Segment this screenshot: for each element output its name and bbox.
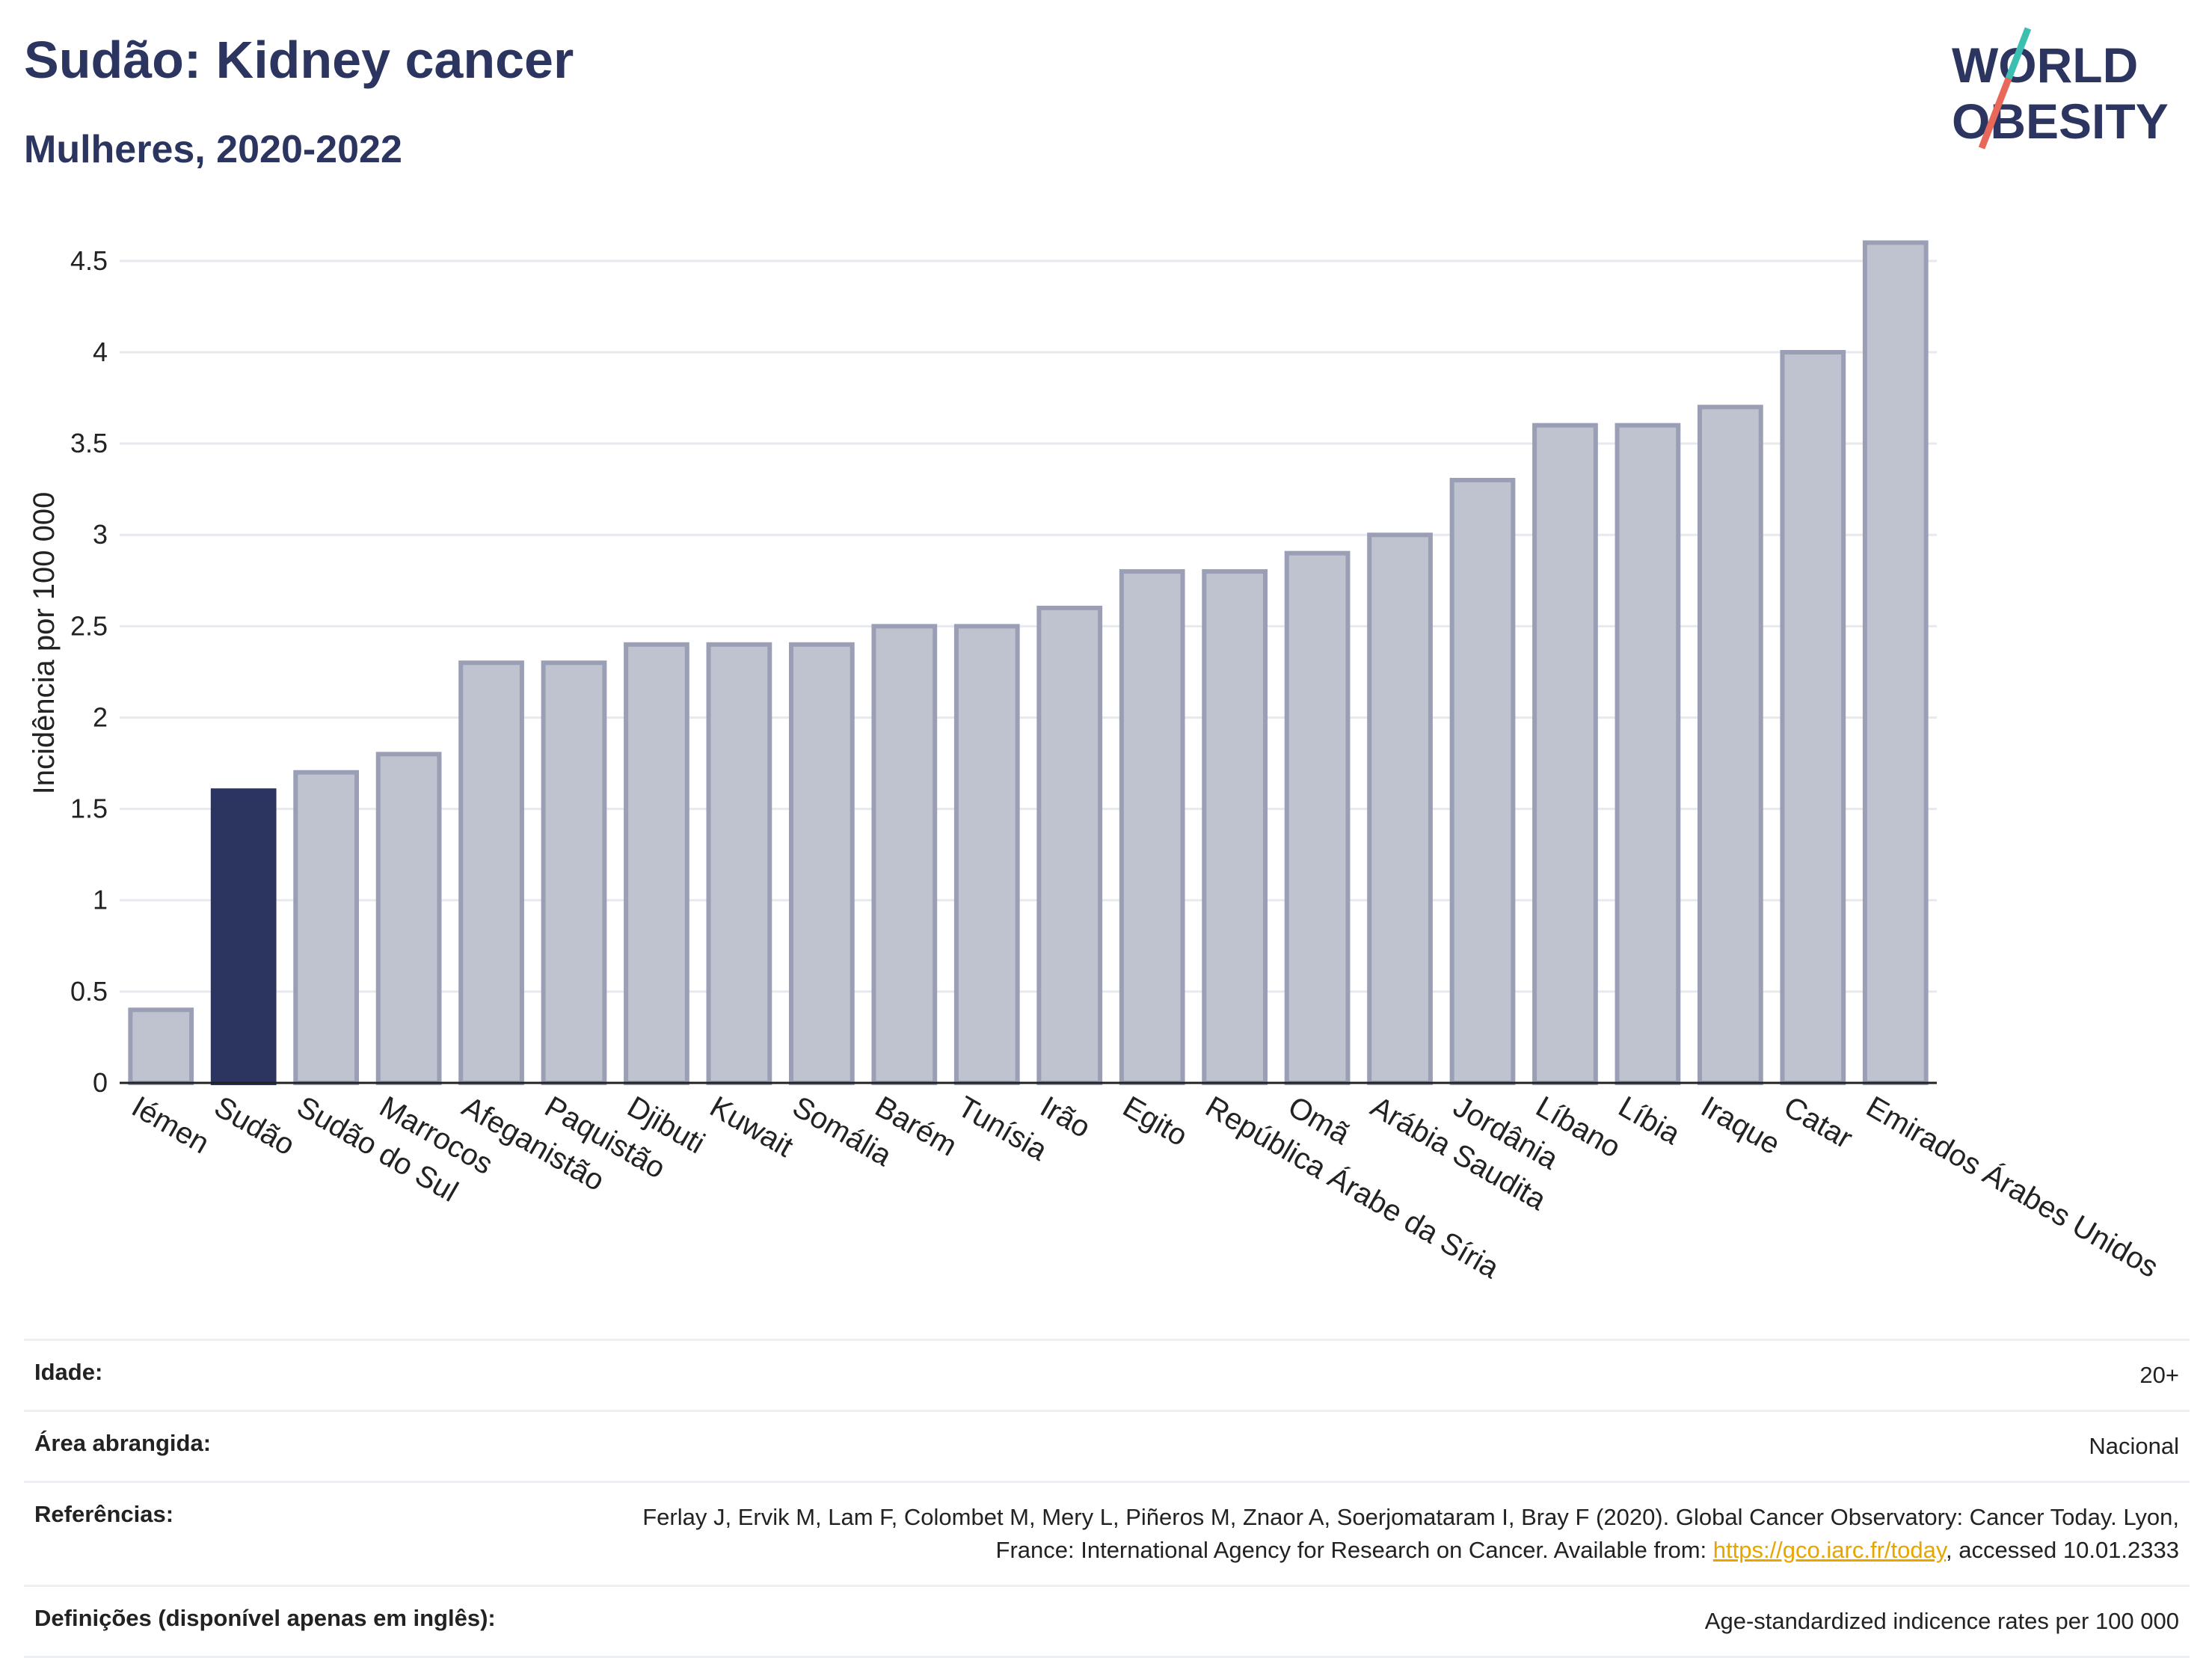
bar	[1202, 569, 1268, 1085]
category-label: Líbia	[1613, 1090, 1686, 1152]
category-label: Iémen	[126, 1090, 215, 1161]
y-tick-label: 1.5	[70, 793, 108, 824]
category-label: Sudão	[209, 1090, 300, 1162]
bar	[1284, 550, 1351, 1085]
bar	[1697, 405, 1763, 1085]
bar	[1615, 423, 1681, 1085]
chart-title: Sudão: Kidney cancer	[24, 31, 574, 89]
bar	[210, 788, 277, 1086]
area-label: Área abrangida:	[34, 1430, 212, 1456]
y-tick-label: 0	[93, 1067, 108, 1098]
metadata-table: Idade: 20+ Área abrangida: Nacional Refe…	[24, 1339, 2190, 1658]
bar	[1532, 423, 1598, 1085]
definitions-label: Definições (disponível apenas em inglês)…	[34, 1605, 496, 1631]
logo-teal-slash	[2005, 27, 2032, 80]
bar	[375, 752, 442, 1086]
y-tick-label: 3	[93, 519, 108, 550]
category-label: Tunísia	[952, 1090, 1053, 1167]
bar	[1862, 240, 1929, 1085]
age-label: Idade:	[34, 1359, 103, 1385]
y-tick-label: 1	[93, 885, 108, 915]
y-tick-labels: 0 0.5 1 1.5 2 2.5 3 3.5 4 4.5	[70, 245, 108, 1098]
bar	[1367, 532, 1433, 1085]
bar	[788, 642, 855, 1085]
meta-row-definitions: Definições (disponível apenas em inglês)…	[24, 1585, 2190, 1658]
category-label: Egito	[1117, 1090, 1193, 1153]
bar	[1449, 477, 1516, 1085]
category-label: Catar	[1778, 1090, 1858, 1155]
category-label: Emirados Árabes Unidos	[1861, 1090, 2164, 1284]
logo-line1: WORLD	[1952, 37, 2138, 93]
references-link[interactable]: https://gco.iarc.fr/today	[1712, 1537, 1947, 1563]
references-value: Ferlay J, Ervik M, Lam F, Colombet M, Me…	[571, 1501, 2179, 1567]
bar	[293, 770, 360, 1086]
definitions-value: Age-standardized indicence rates per 100…	[1704, 1608, 2179, 1634]
y-tick-label: 2	[93, 701, 108, 732]
bar	[1036, 605, 1103, 1085]
y-tick-label: 4.5	[70, 245, 108, 276]
bar	[871, 624, 938, 1085]
bar	[128, 1007, 194, 1085]
world-obesity-logo: WORLD OBESITY	[1952, 27, 2169, 150]
bar	[458, 660, 524, 1085]
y-tick-label: 2.5	[70, 610, 108, 641]
bar	[541, 660, 607, 1085]
bar	[624, 642, 689, 1085]
y-tick-label: 0.5	[70, 976, 108, 1007]
age-value: 20+	[2139, 1362, 2179, 1388]
logo-red-slash	[1978, 77, 2012, 150]
bar	[706, 642, 772, 1085]
bar	[1780, 349, 1846, 1086]
references-text: Ferlay J, Ervik M, Lam F, Colombet M, Me…	[642, 1504, 2179, 1563]
meta-row-references: Referências: Ferlay J, Ervik M, Lam F, C…	[24, 1481, 2190, 1585]
references-accessed: , accessed 10.01.2333	[1946, 1537, 2179, 1563]
references-label: Referências:	[34, 1501, 174, 1527]
area-value: Nacional	[2089, 1433, 2179, 1459]
y-tick-label: 3.5	[70, 428, 108, 458]
category-label: Iraque	[1695, 1090, 1785, 1161]
chart-subtitle: Mulheres, 2020-2022	[24, 128, 402, 171]
y-axis-title: Incidência por 100 000	[28, 492, 61, 795]
meta-row-age: Idade: 20+	[24, 1339, 2190, 1410]
bar	[953, 624, 1020, 1085]
bar	[1119, 569, 1185, 1085]
y-tick-label: 4	[93, 337, 108, 367]
meta-row-area: Área abrangida: Nacional	[24, 1410, 2190, 1481]
bars	[128, 240, 1929, 1086]
category-label: Kuwait	[704, 1090, 799, 1164]
